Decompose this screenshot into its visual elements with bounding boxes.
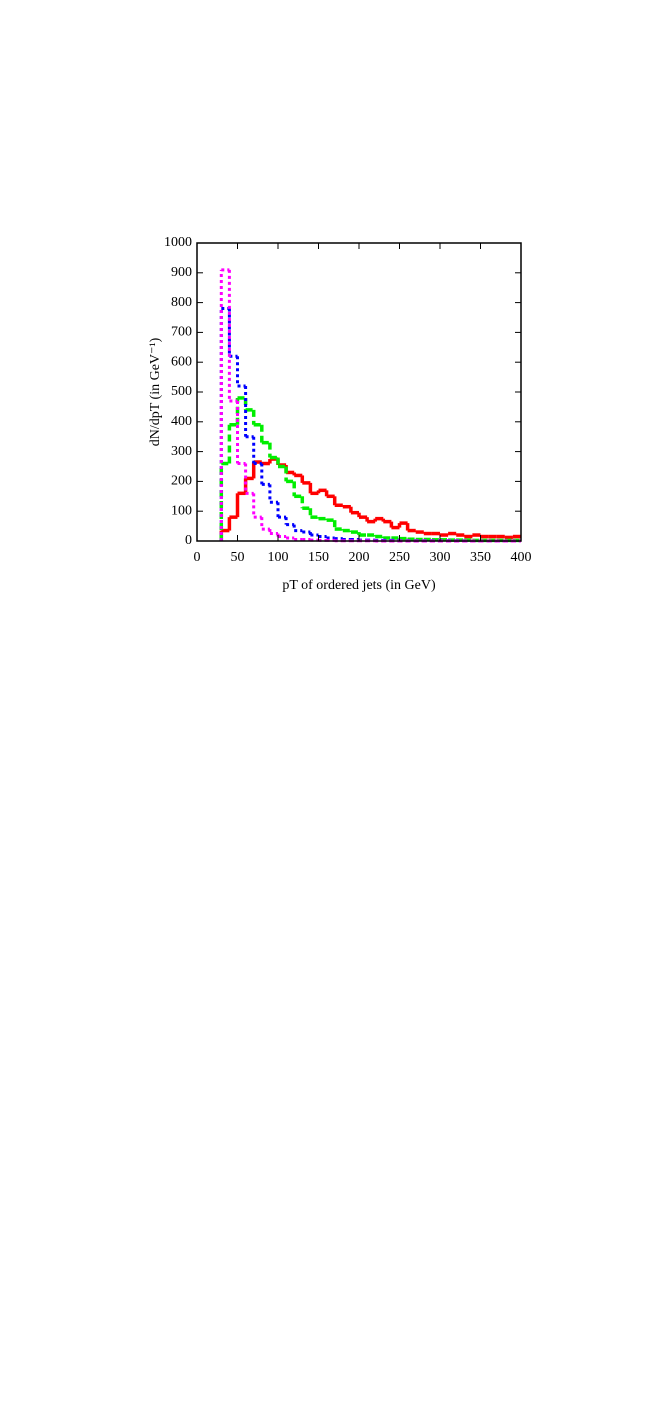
x-tick-label: 350	[470, 550, 491, 565]
y-tick-label: 200	[171, 474, 192, 489]
y-tick-label: 1000	[164, 235, 192, 250]
x-tick-label: 0	[194, 550, 201, 565]
x-tick-label: 50	[231, 550, 245, 565]
y-tick-label: 300	[171, 444, 192, 459]
plot-frame	[196, 242, 522, 542]
y-tick-label: 100	[171, 503, 192, 518]
x-tick-label: 150	[308, 550, 329, 565]
y-tick-label: 800	[171, 295, 192, 310]
y-axis-title: dN/dpT (in GeV⁻¹)	[148, 337, 163, 446]
y-tick-label: 500	[171, 384, 192, 399]
y-tick-label: 0	[185, 533, 192, 548]
x-tick-label: 400	[511, 550, 532, 565]
y-tick-label: 700	[171, 325, 192, 340]
x-tick-label: 100	[268, 550, 289, 565]
x-tick-label: 250	[389, 550, 410, 565]
y-tick-label: 900	[171, 265, 192, 280]
y-tick-label: 400	[171, 414, 192, 429]
x-axis-title: pT of ordered jets (in GeV)	[282, 578, 436, 593]
y-tick-label: 600	[171, 354, 192, 369]
x-tick-label: 200	[349, 550, 370, 565]
x-tick-label: 300	[430, 550, 451, 565]
